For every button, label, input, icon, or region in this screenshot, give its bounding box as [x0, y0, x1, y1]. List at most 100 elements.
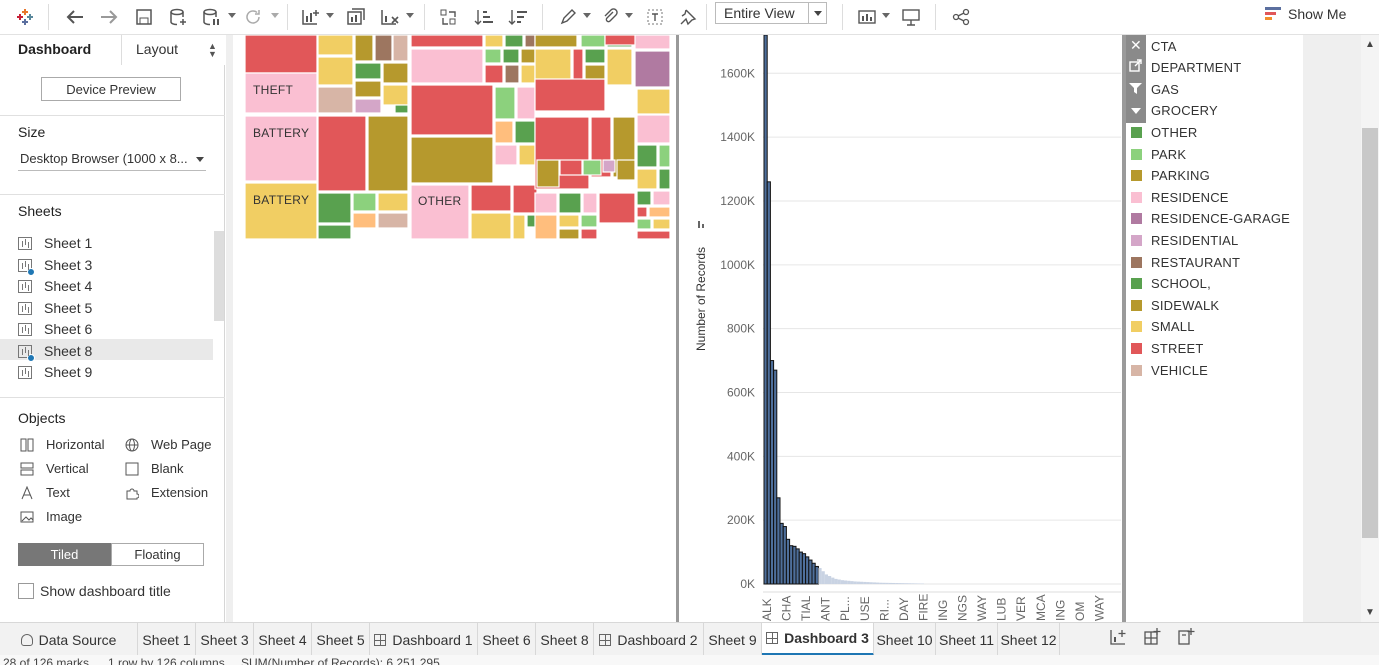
treemap-cell[interactable]	[377, 212, 409, 229]
treemap-cell[interactable]	[377, 192, 409, 212]
treemap-cell[interactable]	[636, 114, 670, 144]
chevron-down-icon[interactable]	[1131, 108, 1141, 114]
sheet-tab[interactable]: Sheet 5	[312, 623, 370, 656]
group-members-icon[interactable]	[597, 4, 623, 30]
device-preview-button[interactable]: Device Preview	[41, 77, 181, 101]
show-mark-labels-icon[interactable]	[642, 4, 668, 30]
treemap-cell[interactable]	[536, 159, 560, 188]
sheets-scrollbar[interactable]	[214, 231, 224, 321]
treemap-cell[interactable]	[534, 78, 606, 112]
vertical-scrollbar[interactable]: ▲ ▼	[1361, 35, 1379, 622]
scroll-down-icon[interactable]: ▼	[1365, 607, 1375, 618]
treemap-cell[interactable]	[470, 212, 512, 239]
treemap-cell[interactable]	[317, 56, 354, 86]
sheet-tab[interactable]: Sheet 3	[196, 623, 254, 656]
treemap-cell[interactable]	[367, 115, 409, 192]
bar-mark[interactable]	[853, 581, 857, 584]
sheet-tab[interactable]: Sheet 11	[936, 623, 998, 656]
treemap-cell[interactable]	[374, 35, 393, 62]
treemap-cell[interactable]	[534, 35, 578, 48]
treemap-cell[interactable]	[514, 120, 536, 144]
treemap-cell[interactable]	[558, 192, 582, 214]
treemap-cell[interactable]	[652, 218, 670, 230]
filter-icon[interactable]	[1129, 82, 1142, 95]
external-link-icon[interactable]	[1129, 59, 1142, 72]
bar-mark[interactable]	[895, 583, 899, 584]
chevron-down-icon[interactable]	[808, 3, 826, 23]
treemap-cell[interactable]	[558, 214, 580, 228]
treemap-cell[interactable]	[354, 35, 374, 62]
treemap-cell[interactable]	[602, 159, 616, 173]
treemap-cell[interactable]	[504, 64, 520, 84]
tiled-toggle[interactable]: Tiled	[18, 543, 111, 566]
bar-mark[interactable]	[831, 577, 835, 584]
treemap-cell[interactable]	[410, 136, 494, 184]
share-icon[interactable]	[948, 4, 974, 30]
bar-mark[interactable]	[885, 582, 889, 584]
tab-layout[interactable]: Layout ▲ ▼	[122, 35, 225, 65]
duplicate-sheet-icon[interactable]	[343, 4, 369, 30]
bar-mark[interactable]	[879, 582, 883, 584]
sheet-tab[interactable]: Sheet 12	[998, 623, 1060, 656]
legend-item[interactable]: DEPARTMENT	[1131, 59, 1241, 77]
sheet-tab[interactable]: Sheet 4	[254, 623, 312, 656]
treemap-cell[interactable]	[484, 64, 504, 84]
treemap-cell[interactable]	[494, 144, 518, 166]
swap-rows-columns-icon[interactable]	[436, 4, 462, 30]
treemap-cell[interactable]	[584, 48, 606, 64]
sheet-tab[interactable]: Sheet 10	[874, 623, 936, 656]
sort-ascending-icon[interactable]	[471, 4, 497, 30]
legend-item[interactable]: CTA	[1131, 37, 1177, 55]
treemap-cell[interactable]	[410, 48, 484, 84]
object-web-page[interactable]: Web Page	[125, 437, 211, 452]
treemap-cell[interactable]	[634, 35, 670, 50]
object-horizontal[interactable]: Horizontal	[20, 437, 105, 452]
tableau-logo-icon[interactable]	[12, 4, 38, 30]
treemap-cell[interactable]	[512, 214, 526, 239]
treemap-cell[interactable]	[317, 35, 354, 56]
bar-mark[interactable]	[824, 574, 828, 584]
bar-mark[interactable]	[773, 369, 778, 585]
treemap-cell[interactable]	[245, 115, 318, 182]
treemap-cell[interactable]	[516, 86, 536, 120]
treemap-cell[interactable]	[502, 48, 520, 64]
treemap-cell[interactable]	[354, 98, 382, 114]
legend-item[interactable]: GAS	[1131, 80, 1179, 98]
object-blank[interactable]: Blank	[125, 461, 184, 476]
show-me-button[interactable]: Show Me	[1264, 3, 1346, 25]
fit-view-select[interactable]: Entire View	[715, 2, 827, 24]
new-worksheet-icon[interactable]	[298, 4, 324, 30]
chevron-down-icon[interactable]	[406, 13, 414, 18]
treemap-cell[interactable]	[636, 218, 652, 230]
legend-item[interactable]: SMALL	[1131, 318, 1195, 336]
bar-mark[interactable]	[888, 582, 892, 584]
treemap-cell[interactable]	[382, 62, 409, 84]
treemap-cell[interactable]	[354, 62, 382, 80]
object-text[interactable]: Text	[20, 485, 70, 500]
bar-mark[interactable]	[911, 583, 915, 584]
bar-mark[interactable]	[834, 578, 838, 584]
treemap-cell[interactable]	[494, 86, 516, 120]
highlight-icon[interactable]	[555, 4, 581, 30]
treemap-cell[interactable]	[317, 192, 352, 224]
forward-arrow-icon[interactable]	[96, 4, 122, 30]
dashboard-tab[interactable]: Dashboard 1	[370, 623, 478, 656]
treemap-cell[interactable]	[584, 64, 606, 80]
new-worksheet-tab-icon[interactable]	[1108, 627, 1132, 651]
close-icon[interactable]: ✕	[1130, 37, 1142, 53]
bar-mark[interactable]	[840, 580, 844, 584]
sheet-tab[interactable]: Sheet 1	[138, 623, 196, 656]
floating-toggle[interactable]: Floating	[111, 543, 204, 566]
treemap-cell[interactable]	[352, 192, 377, 212]
treemap-cell[interactable]	[392, 35, 409, 62]
treemap-cell[interactable]	[636, 144, 658, 168]
scrollbar-thumb[interactable]	[1362, 128, 1378, 538]
bar-mark[interactable]	[856, 581, 860, 584]
treemap-cell[interactable]	[245, 72, 318, 114]
treemap-cell[interactable]	[634, 50, 670, 88]
treemap-cell[interactable]	[354, 80, 382, 98]
sheet-list-item[interactable]: Sheet 1	[18, 233, 214, 253]
save-icon[interactable]	[131, 4, 157, 30]
scroll-up-icon[interactable]: ▲	[1365, 39, 1375, 50]
treemap-cell[interactable]	[410, 84, 494, 136]
